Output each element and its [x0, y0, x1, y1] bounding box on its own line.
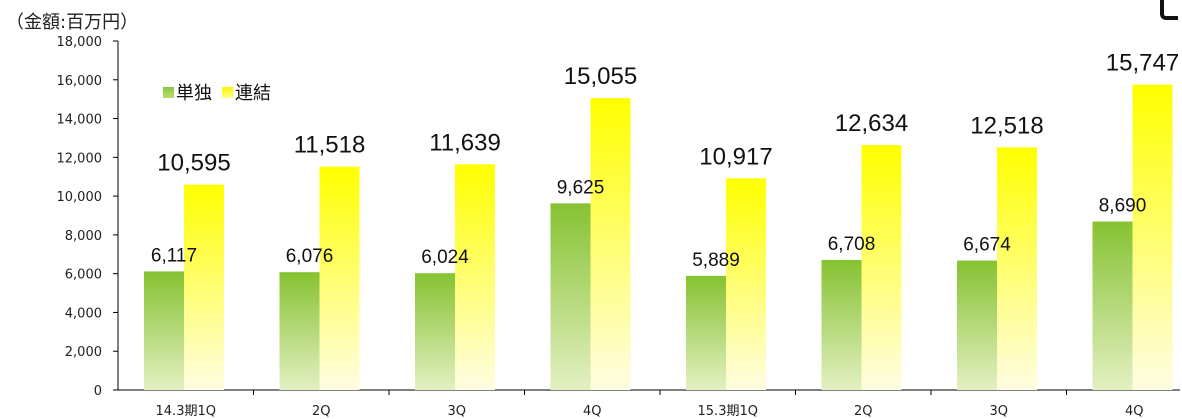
legend-label-consolidated: 連結: [235, 83, 271, 104]
legend-swatch-single: [163, 86, 174, 98]
x-tick-label: 15.3期1Q: [698, 404, 758, 419]
y-tick-label: 14,000: [57, 113, 103, 128]
bar-consolidated: [590, 98, 631, 390]
data-label-single: 5,889: [692, 250, 740, 271]
bar-consolidated: [184, 184, 224, 390]
data-label-consolidated: 10,917: [699, 143, 772, 170]
y-tick-label: 0: [94, 384, 102, 399]
corner-mark: [1160, 0, 1178, 20]
x-tick-label: 2Q: [312, 404, 331, 419]
data-label-single: 6,024: [421, 247, 469, 268]
data-label-single: 6,076: [286, 246, 334, 267]
bar-consolidated: [319, 166, 360, 390]
x-tick-label: 2Q: [854, 404, 873, 419]
x-tick-label: 3Q: [989, 404, 1008, 419]
x-tick-label: 4Q: [1125, 404, 1144, 419]
x-tick-label: 3Q: [447, 404, 466, 419]
data-label-consolidated: 11,639: [429, 129, 501, 156]
legend-item-single: 単独: [163, 79, 212, 105]
bar-single: [279, 272, 320, 390]
legend-swatch-consolidated: [222, 86, 233, 98]
data-label-consolidated: 11,518: [294, 132, 366, 159]
data-label-single: 8,690: [1099, 196, 1147, 217]
bar-consolidated: [726, 178, 766, 390]
bar-consolidated: [861, 145, 902, 390]
y-tick-label: 8,000: [65, 229, 102, 244]
y-tick-label: 12,000: [57, 151, 103, 166]
y-tick-label: 4,000: [65, 306, 102, 321]
data-label-single: 6,708: [828, 234, 876, 255]
bar-single: [550, 203, 591, 390]
data-label-consolidated: 15,747: [1106, 50, 1179, 77]
data-label-consolidated: 12,634: [835, 110, 908, 137]
y-tick-label: 6,000: [65, 268, 102, 283]
legend-item-consolidated: 連結: [222, 79, 271, 105]
y-tick-label: 18,000: [57, 35, 103, 50]
bar-consolidated: [997, 147, 1037, 390]
bar-single: [1092, 221, 1133, 390]
bar-single: [144, 271, 184, 390]
data-label-single: 9,625: [557, 177, 605, 198]
bar-single: [957, 260, 997, 390]
data-label-consolidated: 15,055: [564, 63, 637, 90]
unit-label: （金額:百万円）: [6, 12, 139, 33]
bar-consolidated: [455, 164, 495, 390]
data-label-consolidated: 12,518: [970, 112, 1043, 139]
data-label-consolidated: 10,595: [157, 150, 230, 177]
y-tick-label: 2,000: [65, 345, 102, 360]
x-tick-label: 14.3期1Q: [156, 404, 216, 419]
x-tick-label: 4Q: [583, 404, 602, 419]
bar-single: [415, 273, 455, 390]
legend-label-single: 単独: [176, 83, 212, 104]
bar-consolidated: [1132, 84, 1173, 390]
data-label-single: 6,117: [151, 245, 197, 266]
data-label-single: 6,674: [963, 235, 1011, 256]
bar-single: [686, 275, 726, 390]
legend: 単独 連結: [163, 79, 281, 105]
bar-single: [821, 259, 862, 390]
y-tick-label: 16,000: [57, 74, 103, 89]
y-tick-label: 10,000: [57, 190, 103, 205]
